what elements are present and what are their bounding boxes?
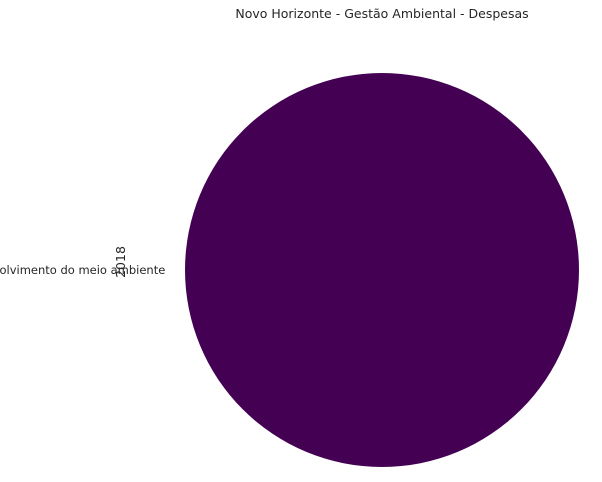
chart-title: Novo Horizonte - Gestão Ambiental - Desp…: [235, 6, 528, 21]
pie-slice-labels: desenvolvimento do meio ambiente: [0, 263, 165, 277]
pie-slices: [185, 73, 579, 467]
y-axis-label: 2018: [113, 246, 128, 278]
pie-slice-label: desenvolvimento do meio ambiente: [0, 263, 165, 277]
pie-slice: [185, 73, 579, 467]
